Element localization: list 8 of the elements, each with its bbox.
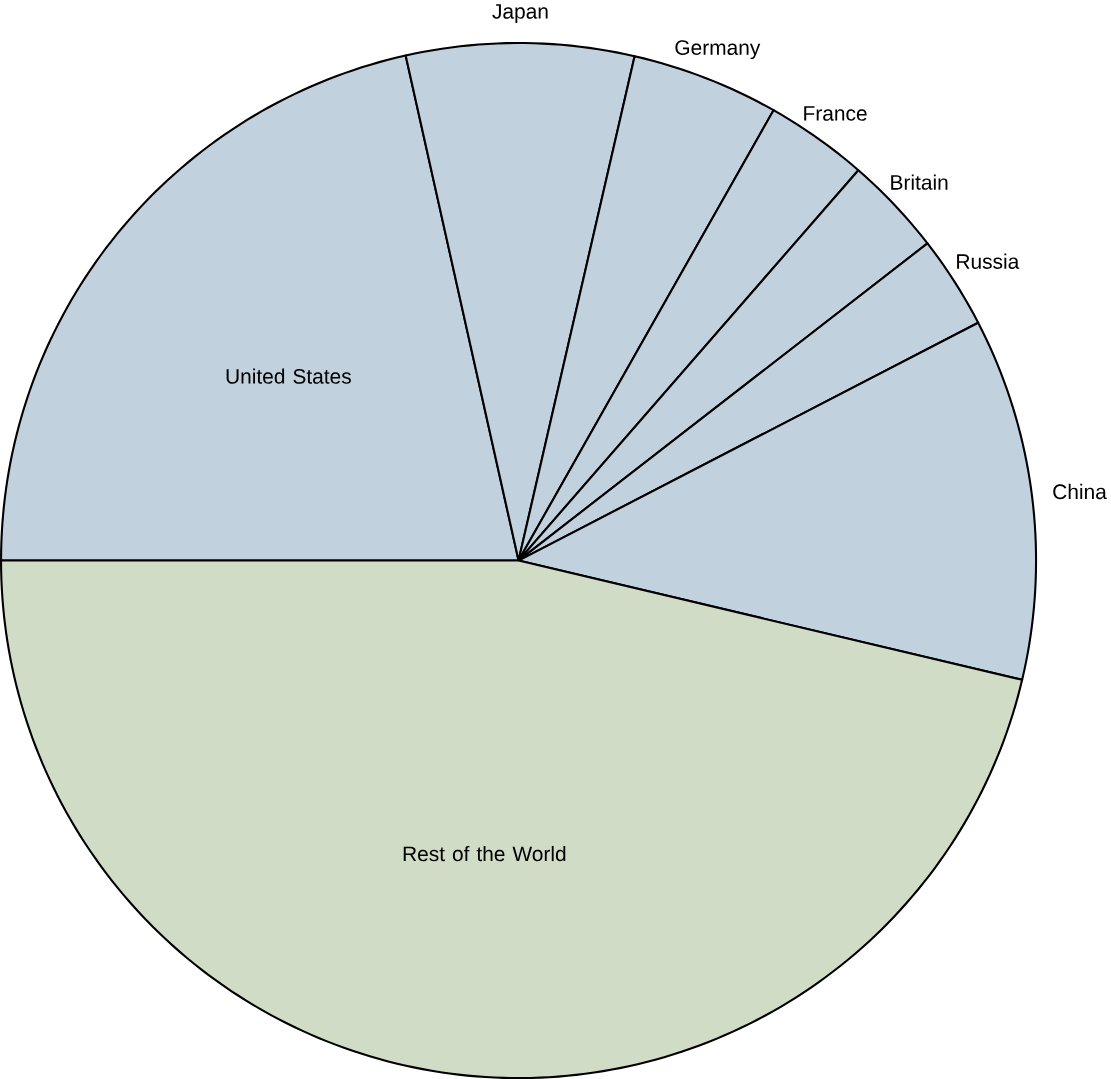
slice-label: Russia bbox=[957, 253, 1020, 269]
slice-label: United States bbox=[226, 368, 351, 384]
slice-label: Britain bbox=[891, 174, 948, 190]
slice-label: China bbox=[1053, 483, 1107, 500]
slice-label: Rest of the World bbox=[403, 845, 566, 862]
slice-label: Japan bbox=[492, 4, 548, 23]
slice-label: Germany bbox=[675, 40, 761, 60]
slice-label: France bbox=[804, 106, 867, 121]
